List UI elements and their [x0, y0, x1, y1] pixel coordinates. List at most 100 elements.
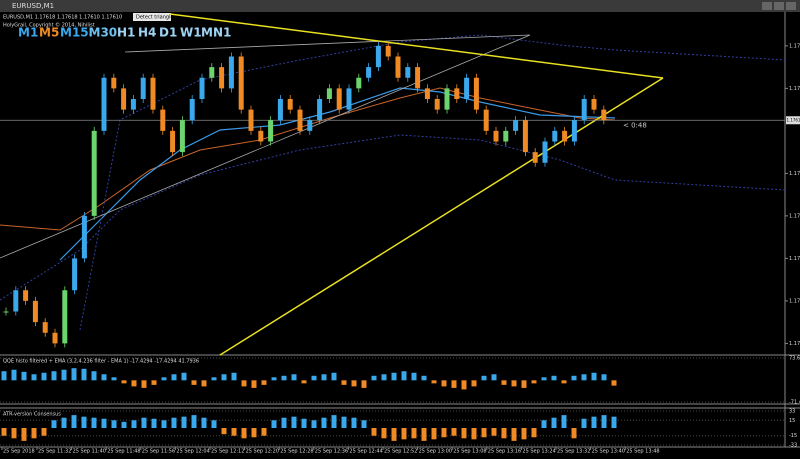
histogram-bar	[432, 428, 437, 439]
histogram-bar	[62, 370, 67, 381]
time-label: 25 Sep 12:12	[211, 449, 244, 455]
candle	[307, 120, 312, 131]
histogram-bar	[342, 417, 347, 428]
candle	[572, 120, 577, 141]
time-label: 25 Sep 13:40	[592, 449, 625, 455]
candle	[533, 152, 538, 163]
osc-tick-label: 73.60	[789, 356, 800, 362]
osc-tick-label: 33	[789, 409, 795, 415]
candle	[288, 99, 293, 110]
candle	[484, 110, 489, 131]
histogram-bar	[22, 372, 27, 380]
timeframe-button[interactable]: H4	[138, 26, 156, 40]
histogram-bar	[592, 417, 597, 428]
histogram-bar	[162, 377, 167, 380]
histogram-bar	[302, 419, 307, 428]
histogram-bar	[282, 376, 287, 381]
candle	[552, 131, 557, 142]
candle	[121, 88, 126, 109]
candle	[209, 67, 214, 78]
histogram-bar	[172, 418, 177, 428]
candle	[592, 99, 597, 110]
candle	[23, 290, 28, 301]
histogram-bar	[92, 418, 97, 428]
histogram-bar	[342, 380, 347, 385]
candle	[278, 99, 283, 120]
histogram-bar	[492, 374, 497, 380]
histogram-bar	[192, 415, 197, 428]
histogram-bar	[382, 374, 387, 380]
price-label: 1.1740	[789, 341, 800, 347]
histogram-bar	[262, 380, 267, 385]
histogram-bar	[522, 428, 527, 439]
histogram-bar	[162, 420, 167, 428]
timeframe-button[interactable]: M15	[60, 26, 89, 40]
histogram-bar	[202, 380, 207, 386]
histogram-bar	[32, 374, 37, 380]
histogram-bar	[242, 380, 247, 386]
time-label: 25 Sep 11:48	[107, 449, 140, 455]
histogram-bar	[112, 377, 117, 380]
histogram-bar	[362, 380, 367, 388]
histogram-bar	[492, 428, 497, 436]
candle	[141, 78, 146, 99]
candle	[317, 99, 322, 120]
candle	[258, 131, 263, 142]
histogram-bar	[22, 428, 27, 441]
histogram-bar	[392, 428, 397, 441]
candle	[102, 78, 107, 131]
time-label: 25 Sep 13:24	[522, 449, 555, 455]
timeframe-button[interactable]: M1	[18, 26, 38, 40]
timeframe-button[interactable]: MN1	[201, 26, 231, 40]
histogram-bar	[512, 380, 517, 386]
histogram-bar	[472, 380, 477, 386]
candle	[219, 67, 224, 88]
candle	[92, 131, 97, 216]
timeframe-button[interactable]: M30	[89, 26, 118, 40]
histogram-bar	[552, 376, 557, 381]
timeframe-button[interactable]: D1	[159, 26, 177, 40]
countdown: < 0:48	[623, 121, 647, 129]
histogram-bar	[412, 373, 417, 381]
histogram-bar	[112, 420, 117, 428]
candle	[131, 99, 136, 110]
candle	[464, 78, 469, 99]
timeframe-button[interactable]: M5	[39, 26, 59, 40]
histogram-bar	[32, 428, 37, 438]
histogram-bar	[262, 428, 267, 436]
time-label: 25 Sep 12:04	[176, 449, 209, 455]
maximize[interactable]	[774, 2, 784, 10]
histogram-bar	[142, 380, 147, 388]
timeframe-button[interactable]: H1	[117, 26, 135, 40]
histogram-bar	[572, 376, 577, 381]
price-label: 1.1752	[789, 213, 800, 219]
histogram-bar	[482, 376, 487, 381]
time-label: 25 Sep 13:16	[488, 449, 521, 455]
candle	[13, 290, 18, 311]
histogram-bar	[312, 376, 317, 381]
histogram-bar	[612, 417, 617, 428]
candle	[160, 110, 165, 131]
current-price-label: 1.17610	[787, 117, 800, 122]
candle	[386, 46, 391, 57]
histogram-bar	[82, 369, 87, 381]
candle	[239, 57, 244, 110]
histogram-bar	[272, 377, 277, 380]
candle	[405, 67, 410, 78]
candle	[513, 120, 518, 131]
candle	[356, 78, 361, 89]
histogram-bar	[462, 380, 467, 389]
price-label: 1.1744	[789, 298, 800, 304]
minimize[interactable]	[762, 2, 772, 10]
histogram-bar	[422, 376, 427, 381]
histogram-bar	[292, 417, 297, 428]
candle	[33, 301, 38, 322]
chart-info: EURUSD,M1 1.17618 1.17618 1.17610 1.1761…	[3, 15, 122, 21]
candle	[111, 78, 116, 89]
close[interactable]	[786, 2, 796, 10]
histogram-bar	[462, 428, 467, 438]
timeframe-button[interactable]: W1	[180, 26, 202, 40]
histogram-bar	[52, 420, 57, 428]
candle	[582, 99, 587, 120]
